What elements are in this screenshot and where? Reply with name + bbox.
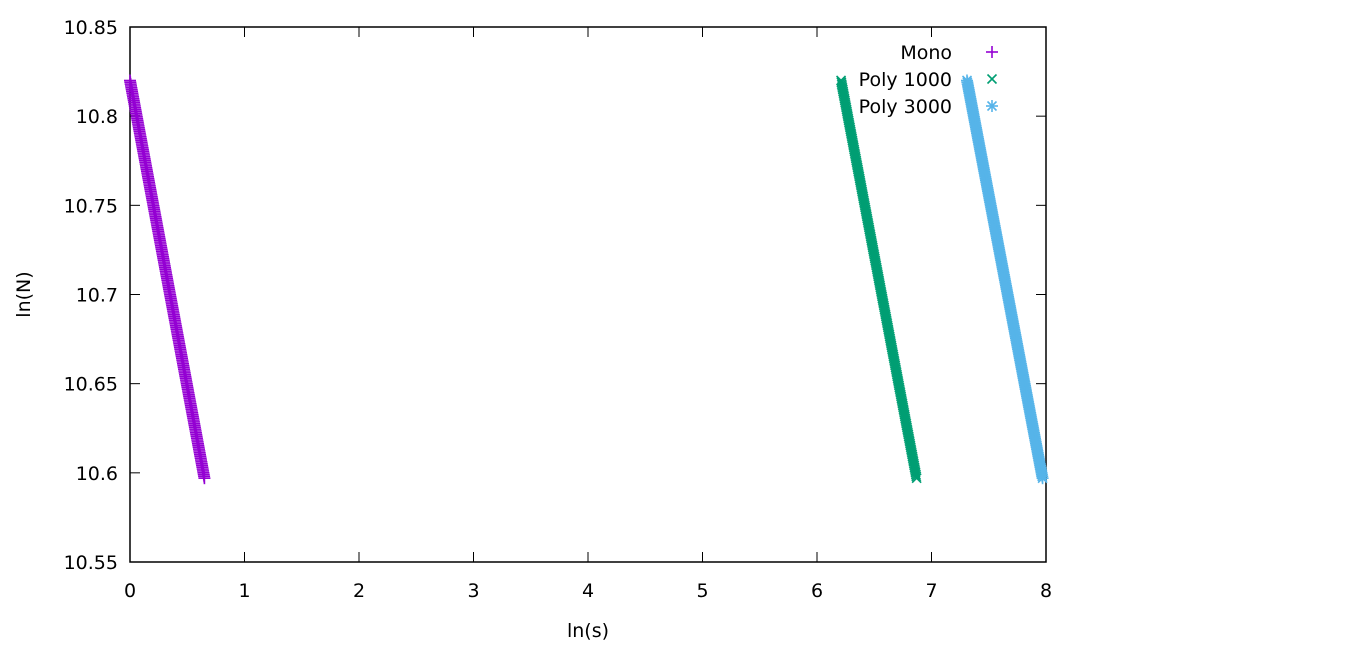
x-tick-label: 2	[353, 580, 365, 602]
series-poly-3000	[960, 74, 1049, 485]
data-point	[910, 469, 921, 480]
legend-label: Poly 3000	[859, 96, 952, 118]
x-axis-label: ln(s)	[567, 620, 609, 642]
legend-marker	[986, 73, 998, 85]
data-point	[911, 473, 922, 484]
y-tick-label: 10.55	[64, 552, 118, 574]
legend-marker	[986, 46, 998, 58]
y-tick-label: 10.8	[76, 106, 118, 128]
x-tick-label: 1	[238, 580, 250, 602]
legend-marker	[986, 100, 998, 112]
x-tick-label: 0	[124, 580, 136, 602]
x-tick-label: 4	[582, 580, 594, 602]
y-tick-label: 10.7	[76, 285, 118, 307]
x-tick-label: 6	[811, 580, 823, 602]
data-point	[198, 472, 211, 485]
legend-label: Poly 1000	[859, 69, 952, 91]
series-mono	[124, 74, 211, 485]
data-point	[1036, 472, 1049, 485]
x-tick-label: 5	[696, 580, 708, 602]
legend-label: Mono	[900, 42, 952, 64]
x-tick-label: 7	[925, 580, 937, 602]
y-axis-label: ln(N)	[13, 271, 35, 317]
series-poly-1000	[835, 75, 922, 484]
data-point	[911, 471, 922, 482]
x-tick-label: 3	[467, 580, 479, 602]
x-tick-label: 8	[1040, 580, 1052, 602]
y-tick-label: 10.6	[76, 463, 118, 485]
y-tick-label: 10.65	[64, 374, 118, 396]
y-tick-label: 10.85	[64, 17, 118, 39]
y-tick-label: 10.75	[64, 195, 118, 217]
